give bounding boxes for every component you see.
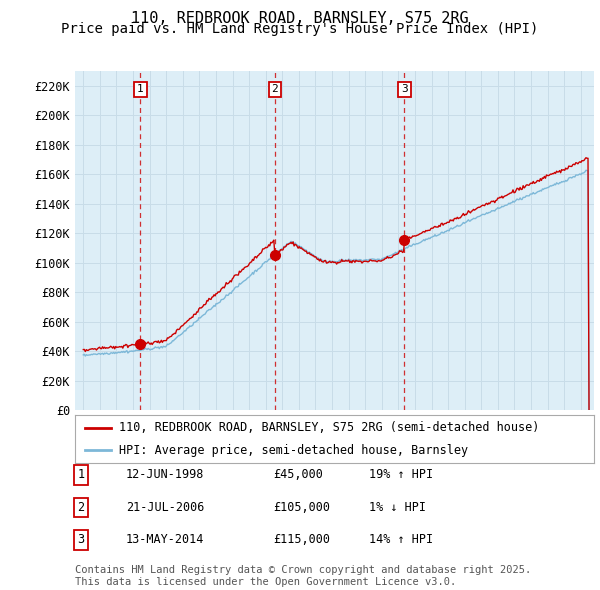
Text: 3: 3 — [77, 533, 85, 546]
Text: Price paid vs. HM Land Registry's House Price Index (HPI): Price paid vs. HM Land Registry's House … — [61, 22, 539, 37]
Text: £105,000: £105,000 — [273, 501, 330, 514]
Text: 1: 1 — [137, 84, 144, 94]
Text: Contains HM Land Registry data © Crown copyright and database right 2025.
This d: Contains HM Land Registry data © Crown c… — [75, 565, 531, 587]
Text: HPI: Average price, semi-detached house, Barnsley: HPI: Average price, semi-detached house,… — [119, 444, 468, 457]
Text: 21-JUL-2006: 21-JUL-2006 — [126, 501, 205, 514]
Text: 110, REDBROOK ROAD, BARNSLEY, S75 2RG: 110, REDBROOK ROAD, BARNSLEY, S75 2RG — [131, 11, 469, 25]
Text: 1% ↓ HPI: 1% ↓ HPI — [369, 501, 426, 514]
Text: £115,000: £115,000 — [273, 533, 330, 546]
Text: 13-MAY-2014: 13-MAY-2014 — [126, 533, 205, 546]
Text: £45,000: £45,000 — [273, 468, 323, 481]
Text: 1: 1 — [77, 468, 85, 481]
Text: 19% ↑ HPI: 19% ↑ HPI — [369, 468, 433, 481]
Text: 2: 2 — [77, 501, 85, 514]
Text: 3: 3 — [401, 84, 408, 94]
Text: 110, REDBROOK ROAD, BARNSLEY, S75 2RG (semi-detached house): 110, REDBROOK ROAD, BARNSLEY, S75 2RG (s… — [119, 421, 539, 434]
Text: 14% ↑ HPI: 14% ↑ HPI — [369, 533, 433, 546]
Text: 2: 2 — [271, 84, 278, 94]
Text: 12-JUN-1998: 12-JUN-1998 — [126, 468, 205, 481]
